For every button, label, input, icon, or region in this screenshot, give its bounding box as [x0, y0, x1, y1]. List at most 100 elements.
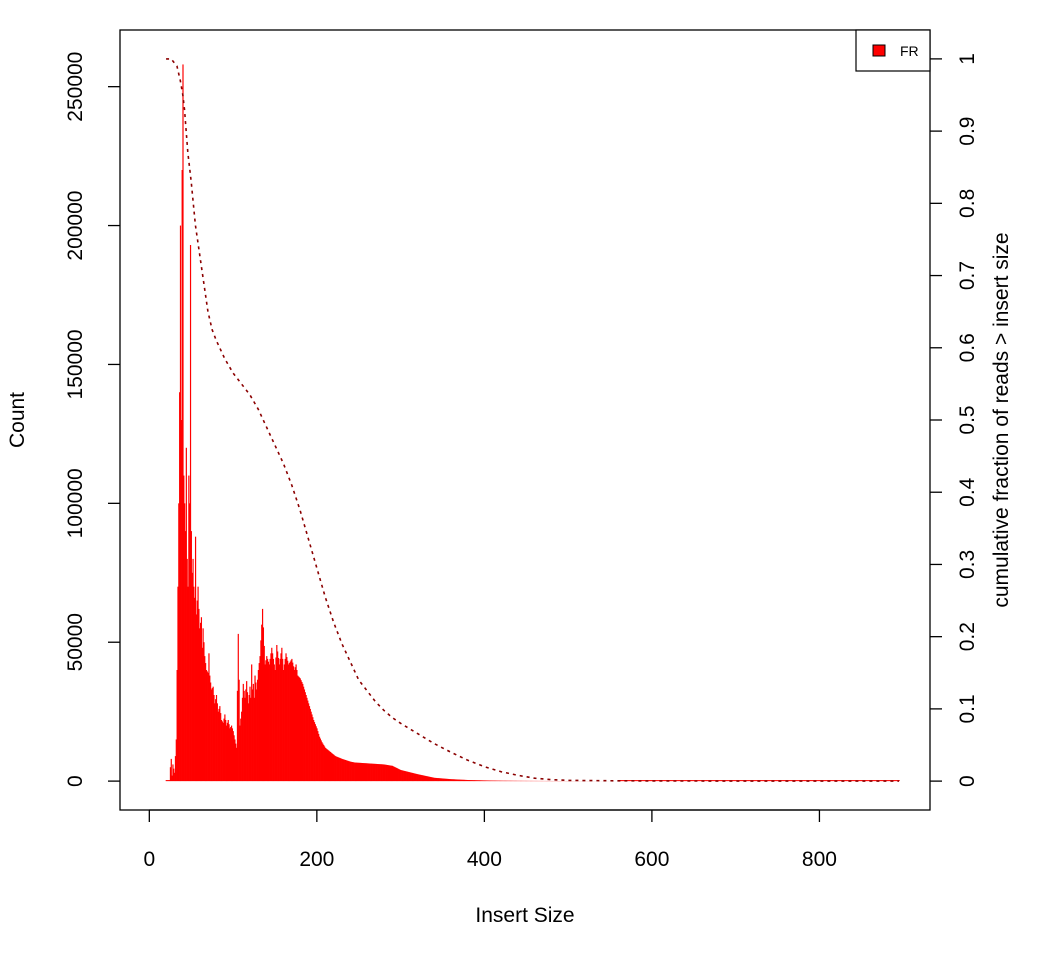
histogram-bar [882, 780, 884, 782]
histogram-bar [707, 780, 709, 782]
histogram-bar [471, 780, 473, 782]
histogram-bar [305, 695, 307, 782]
histogram-bar [219, 706, 221, 782]
histogram-bar [339, 757, 341, 782]
histogram-bar [408, 772, 410, 782]
histogram-bar [450, 779, 452, 782]
histogram-bar [697, 780, 699, 782]
histogram-bar [442, 778, 445, 782]
histogram-bar [642, 780, 644, 782]
histogram-bar [672, 780, 674, 782]
histogram-bar [442, 778, 444, 782]
histogram-bar [189, 503, 191, 782]
histogram-bar [405, 771, 407, 782]
histogram-bar [431, 777, 433, 782]
histogram-bar [896, 780, 898, 782]
histogram-bar [390, 765, 393, 782]
histogram-bar [728, 780, 730, 782]
histogram-bar [754, 780, 756, 782]
histogram-bar [354, 762, 356, 782]
histogram-bar [190, 531, 192, 782]
histogram-bar [684, 780, 686, 782]
histogram-bar [824, 780, 827, 782]
y-tick-label: 250000 [64, 52, 87, 122]
histogram-bar [893, 780, 895, 782]
histogram-bar [712, 780, 714, 782]
histogram-bar [477, 780, 479, 782]
histogram-bar [262, 627, 265, 782]
histogram-bar [487, 780, 489, 782]
histogram-bar [407, 771, 409, 782]
histogram-bar [803, 780, 806, 782]
histogram-bar [272, 658, 275, 782]
histogram-bar [435, 777, 437, 782]
histogram-bar [865, 780, 868, 782]
histogram-bar [387, 765, 389, 782]
histogram-bar [247, 703, 249, 782]
histogram-bar [173, 768, 175, 782]
histogram-bar [205, 663, 207, 782]
histogram-bar [370, 763, 372, 782]
y2-tick-label: 0.2 [956, 622, 979, 651]
histogram-bar [714, 780, 716, 782]
histogram-bar [360, 762, 363, 782]
histogram-bar [251, 689, 254, 782]
histogram-bar [294, 667, 296, 782]
histogram-bar [254, 675, 256, 782]
histogram-bar [837, 780, 839, 782]
histogram-bar [267, 658, 269, 782]
histogram-bar [679, 780, 681, 782]
histogram-bar [181, 170, 183, 782]
histogram-bar [289, 661, 291, 782]
histogram-bar [379, 764, 381, 782]
histogram-bar [397, 768, 399, 782]
histogram-bar [411, 772, 413, 782]
histogram-bar [704, 780, 706, 782]
histogram-bar [782, 780, 784, 782]
histogram-bar [412, 773, 414, 782]
histogram-bar [264, 664, 266, 782]
histogram-bar [210, 682, 212, 782]
histogram-bar [458, 779, 461, 782]
histogram-bar [370, 763, 373, 782]
histogram-bar [398, 769, 400, 782]
histogram-bar [376, 764, 378, 782]
histogram-bar [344, 760, 347, 782]
y-tick-label: 50000 [64, 613, 87, 671]
histogram-bar [446, 778, 448, 782]
histogram-bar [796, 780, 798, 782]
histogram-bar [302, 683, 304, 782]
histogram-bar [204, 656, 206, 782]
histogram-bar [860, 780, 863, 782]
histogram-bar [292, 662, 294, 782]
histogram-bar [686, 780, 688, 782]
histogram-bar [852, 780, 854, 782]
histogram-bar [239, 725, 241, 782]
histogram-bar [273, 664, 275, 782]
histogram-bar [180, 420, 182, 782]
histogram-bar [797, 780, 799, 782]
histogram-bar [169, 767, 172, 782]
histogram-bar [373, 763, 375, 782]
histogram-bar [482, 780, 484, 782]
histogram-bar [337, 757, 339, 782]
histogram-bar [206, 671, 208, 782]
histogram-bar [817, 780, 819, 782]
histogram-bar [747, 780, 749, 782]
histogram-bar [242, 683, 244, 782]
histogram-bar [385, 764, 387, 782]
histogram-bar [770, 780, 772, 782]
histogram-bar [290, 660, 292, 782]
histogram-bar [238, 679, 240, 782]
histogram-bar [267, 661, 270, 782]
histogram-bar [225, 720, 227, 782]
histogram-bar [643, 780, 646, 782]
histogram-bar [721, 780, 723, 782]
histogram-bar [763, 780, 765, 782]
histogram-bar [449, 779, 451, 782]
histogram-bar [881, 780, 883, 782]
histogram-bar [719, 780, 721, 782]
histogram-bar [654, 780, 657, 782]
histogram-bar [457, 779, 459, 782]
